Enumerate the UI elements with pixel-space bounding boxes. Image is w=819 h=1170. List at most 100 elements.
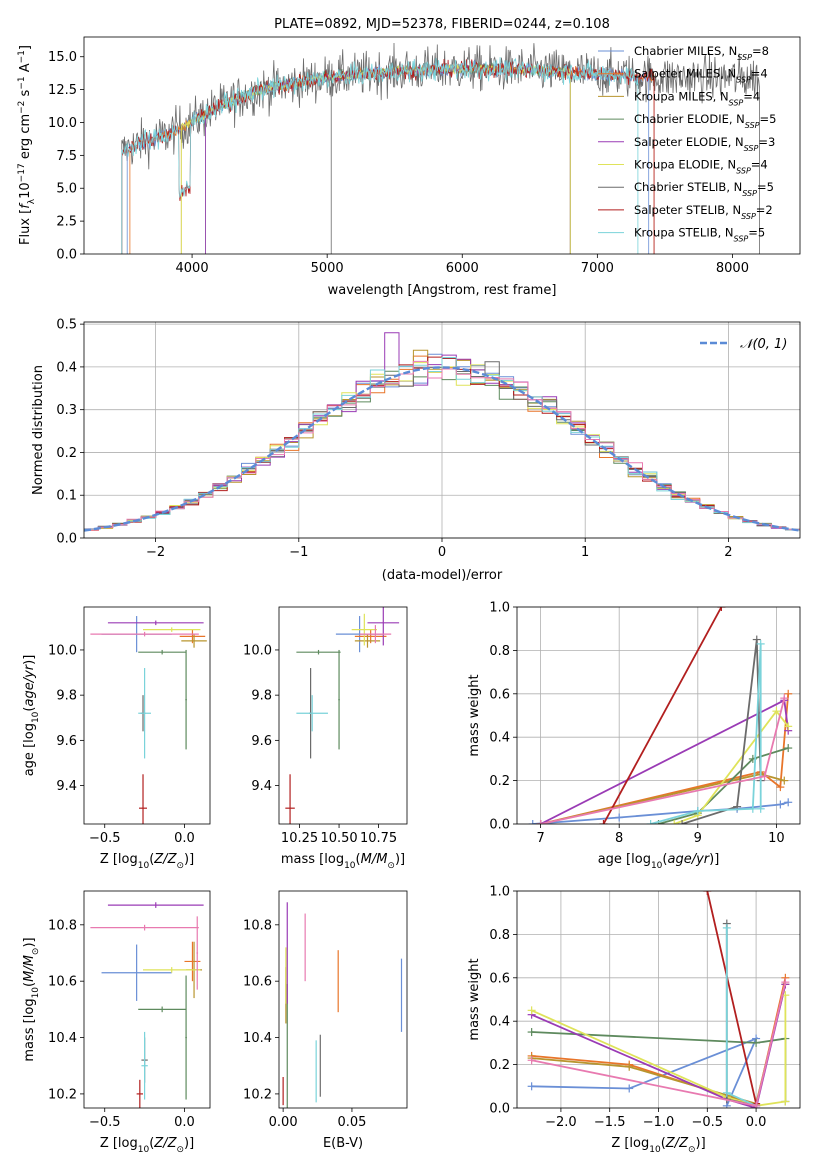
- x-tick-label: 2: [724, 545, 732, 560]
- y-tick-label: 0.2: [56, 446, 77, 461]
- histogram-kroupa-stelib: [84, 357, 800, 531]
- series-marker: [784, 798, 793, 807]
- plot-area-residuals: [84, 332, 800, 532]
- plot-area-massweight_vs_Z: [527, 891, 790, 1108]
- x-tick-label: 6000: [446, 261, 479, 276]
- series-salpeter-stelib: [599, 607, 726, 824]
- series-marker: [781, 1097, 790, 1106]
- y-tick-label: 0.2: [489, 1058, 510, 1073]
- y-tick-label: 0.4: [489, 1015, 510, 1030]
- error-bar-point: [139, 774, 147, 824]
- y-tick-label: 10.6: [243, 975, 272, 990]
- y-tick-label: 9.6: [251, 734, 272, 749]
- legend-entry-salpeter-miles: Salpeter MILES, NSSP=4: [634, 67, 768, 85]
- series-marker: [780, 776, 789, 785]
- series-marker: [527, 1006, 536, 1015]
- x-axis-label: Z [log10(Z/Z⊙)]: [611, 1136, 705, 1155]
- series-line: [531, 1036, 758, 1107]
- y-tick-label: 0.0: [489, 1102, 510, 1117]
- x-axis-label: Z [log10(Z/Z⊙)]: [100, 1136, 194, 1155]
- x-tick-label: −0.5: [89, 831, 121, 846]
- series-marker: [748, 804, 757, 813]
- y-tick-label: 7.5: [56, 149, 77, 164]
- series-chabrier-stelib: [722, 919, 761, 1108]
- y-tick-label: 15.0: [48, 50, 77, 65]
- y-tick-label: 1.0: [489, 601, 510, 616]
- spectrum-line-salpeter-miles: [129, 63, 655, 254]
- y-axis-label: Flux [fλ10−17 erg cm−2 s−1 A−1]: [17, 45, 37, 245]
- series-marker: [527, 1028, 536, 1037]
- series-marker: [527, 1056, 536, 1065]
- y-tick-label: 12.5: [48, 83, 77, 98]
- y-tick-label: 10.4: [48, 1031, 77, 1046]
- x-axis-label: E(B-V): [323, 1136, 363, 1151]
- x-tick-label: 10.25: [281, 831, 318, 846]
- axes-frame-massweight_vs_age: [516, 606, 801, 825]
- axes-mass_vs_ebv: 0.00 0.05 10.2 10.4 10.6 10.8 E(B-V): [243, 890, 408, 1151]
- y-tick-label: 10.0: [243, 643, 272, 658]
- y-tick-label: 10.0: [48, 116, 77, 131]
- series-line: [706, 891, 757, 1104]
- series-salpeter-stelib: [703, 891, 761, 1108]
- x-tick-label: −1.5: [594, 1115, 626, 1130]
- y-tick-label: 10.8: [243, 918, 272, 933]
- series-line: [725, 923, 757, 1107]
- series-marker: [693, 806, 702, 815]
- series-marker: [772, 707, 781, 716]
- axes-mass_vs_Z: −0.5 0.0 10.2 10.4 10.6 10.8 Z [log10(Z/Z⊙)] ma…: [22, 890, 211, 1155]
- y-tick-label: 0.5: [56, 318, 77, 333]
- axes-residuals: −2 −1 0 1 2 0.0 0.1 0.2 0.3 0.4 0.5 (data-model)/er…: [31, 318, 801, 583]
- error-bar-point: [359, 625, 392, 644]
- series-marker: [625, 1062, 634, 1071]
- error-bar-point: [107, 620, 204, 626]
- error-bar-point: [285, 774, 295, 824]
- series-marker: [527, 1082, 536, 1091]
- x-tick-label: 0.0: [174, 831, 195, 846]
- series-line: [725, 927, 757, 1107]
- y-tick-label: 10.4: [243, 1031, 272, 1046]
- x-tick-label: 0.05: [337, 1115, 366, 1130]
- error-bar-point: [184, 941, 201, 982]
- y-tick-label: 0.2: [489, 774, 510, 789]
- axes-age_vs_mass: 10.25 10.50 10.75 9.4 9.6 9.8 10.0 mass [log10(…: [243, 606, 408, 871]
- error-bar-point: [138, 649, 187, 655]
- legend-entry-normal: 𝒩(0, 1): [740, 337, 787, 352]
- x-axis-label: mass [log10(M/M⊙)]: [281, 852, 405, 871]
- error-bar-point: [185, 975, 187, 1100]
- y-tick-label: 10.0: [48, 643, 77, 658]
- x-tick-label: 10: [768, 831, 785, 846]
- series-chabrier-miles: [527, 1034, 761, 1108]
- x-tick-label: 10.75: [360, 831, 397, 846]
- y-axis-label: mass weight: [467, 958, 482, 1040]
- x-tick-label: −2.0: [545, 1115, 577, 1130]
- plot-area-mass_vs_ebv: [282, 902, 403, 1108]
- series-marker: [599, 820, 608, 824]
- axes-frame-mass_vs_ebv: [278, 890, 408, 1109]
- x-tick-label: 0.0: [746, 1115, 767, 1130]
- y-tick-label: 0.3: [56, 403, 77, 418]
- axes-age_vs_Z: −0.5 0.0 9.4 9.6 9.8 10.0 Z [log10(Z/Z⊙)] age […: [22, 606, 211, 871]
- legend-entry-salpeter-stelib: Salpeter STELIB, NSSP=2: [634, 203, 773, 221]
- plot-area-age_vs_mass: [285, 607, 400, 824]
- error-bar-point: [138, 668, 151, 759]
- plot-area-mass_vs_Z: [90, 902, 204, 1108]
- y-tick-label: 0.0: [56, 532, 77, 547]
- y-tick-label: 0.1: [56, 489, 77, 504]
- series-line: [673, 709, 789, 824]
- legend-entry-salpeter-elodie: Salpeter ELODIE, NSSP=3: [634, 135, 775, 153]
- error-bar-point: [141, 1031, 148, 1100]
- plot-area-age_vs_Z: [90, 616, 207, 824]
- y-tick-label: 9.4: [56, 779, 77, 794]
- series-marker: [776, 800, 785, 809]
- error-bar-point: [367, 607, 400, 646]
- series-marker: [615, 813, 624, 822]
- axes-frame-mass_vs_Z: [83, 890, 211, 1109]
- error-bar-point: [136, 1079, 144, 1108]
- axes-spectrum: 4000 5000 6000 7000 8000 0.0 2.5 5.0 7.5 10.0 12.5…: [17, 17, 801, 298]
- x-axis-label: wavelength [Angstrom, rest frame]: [328, 283, 557, 298]
- series-marker: [760, 772, 769, 781]
- y-axis-label: mass [log10(M/M⊙)]: [22, 937, 41, 1061]
- axes-massweight_vs_age: 7 8 9 10 0.0 0.2 0.4 0.6 0.8 1.0 age [log10(age/yr…: [467, 601, 801, 871]
- series-marker: [784, 689, 793, 698]
